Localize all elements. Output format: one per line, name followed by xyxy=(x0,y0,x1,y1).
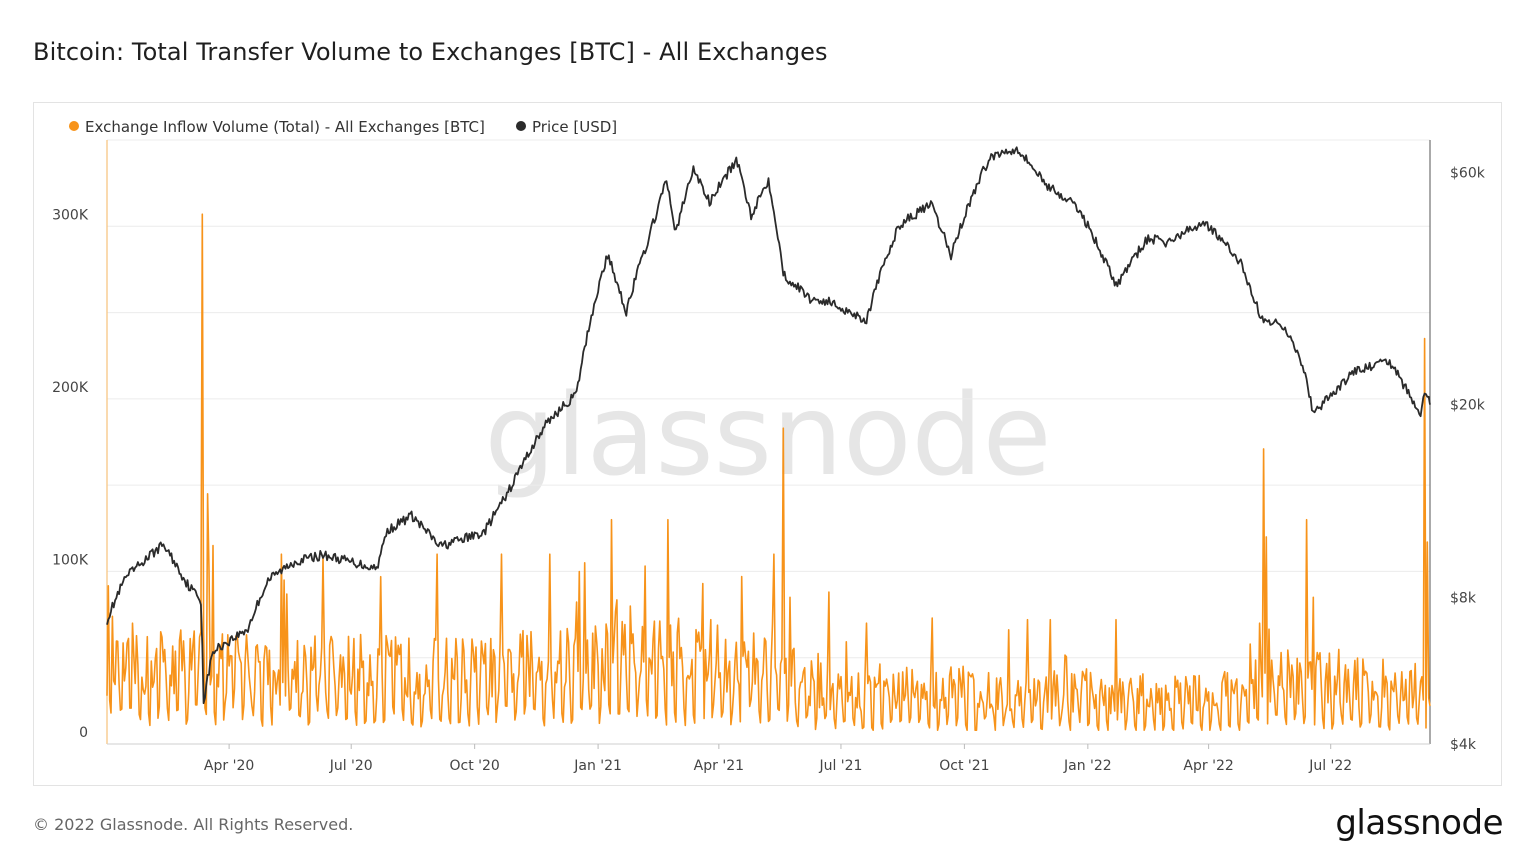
right-tick-label: $60k xyxy=(1450,166,1486,182)
x-tick-label: Oct '20 xyxy=(449,758,499,774)
left-tick-label: 100K xyxy=(52,552,89,568)
legend-label[interactable]: Exchange Inflow Volume (Total) - All Exc… xyxy=(85,118,485,136)
left-tick-label: 200K xyxy=(52,380,89,396)
copyright-text: © 2022 Glassnode. All Rights Reserved. xyxy=(33,815,354,834)
legend-label[interactable]: Price [USD] xyxy=(532,118,617,136)
watermark: glassnode xyxy=(484,371,1051,501)
left-tick-label: 300K xyxy=(52,207,89,223)
inflow-line xyxy=(106,213,1431,731)
legend-marker xyxy=(69,121,79,131)
left-tick-label: 0 xyxy=(79,725,88,741)
x-tick-label: Jul '20 xyxy=(329,758,373,774)
x-tick-label: Jul '21 xyxy=(818,758,862,774)
x-tick-label: Apr '21 xyxy=(694,758,744,774)
x-tick-label: Apr '20 xyxy=(204,758,254,774)
chart-panel xyxy=(33,102,1502,786)
right-tick-label: $4k xyxy=(1450,737,1477,753)
x-tick-label: Apr '22 xyxy=(1183,758,1233,774)
price-series xyxy=(106,146,1431,705)
legend: Exchange Inflow Volume (Total) - All Exc… xyxy=(69,118,617,136)
chart-title: Bitcoin: Total Transfer Volume to Exchan… xyxy=(33,38,828,66)
axes: 0 100K 200K 300K $4k $8k $20k $60k Apr '20 Jul '2… xyxy=(52,140,1486,774)
x-tick-label: Jan '21 xyxy=(573,758,622,774)
x-tick-label: Jul '22 xyxy=(1308,758,1352,774)
right-tick-label: $8k xyxy=(1450,591,1477,607)
right-tick-label: $20k xyxy=(1450,397,1486,413)
x-tick-label: Jan '22 xyxy=(1063,758,1112,774)
inflow-series xyxy=(106,213,1431,731)
price-line xyxy=(106,146,1431,705)
x-tick-label: Oct '21 xyxy=(939,758,989,774)
brand-logo: glassnode xyxy=(1335,803,1503,843)
legend-marker xyxy=(516,121,526,131)
